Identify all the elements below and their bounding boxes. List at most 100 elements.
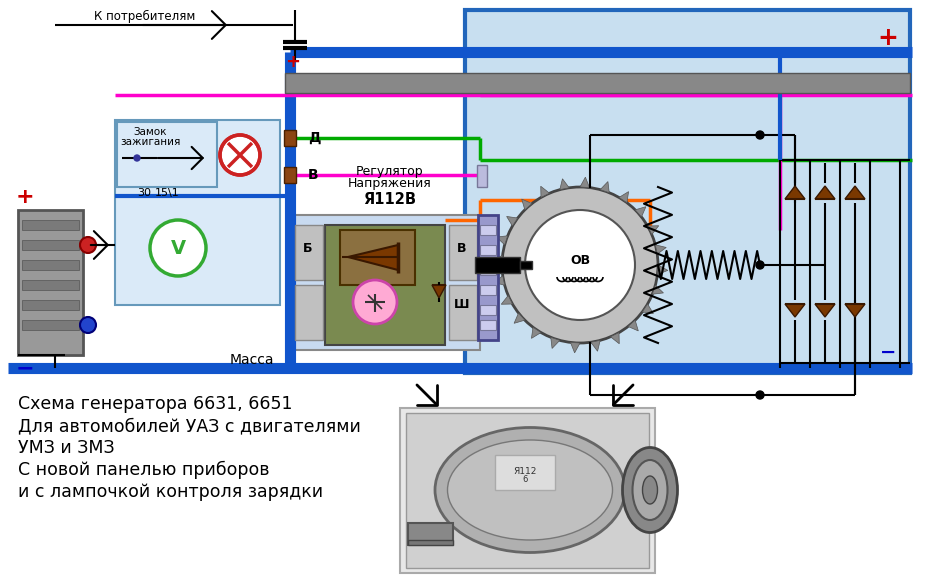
Bar (18, 210, 83, 355)
Bar (325, 225, 445, 345)
Text: Напряжения: Напряжения (348, 178, 432, 190)
Bar (478, 215, 498, 340)
Polygon shape (815, 186, 835, 199)
Polygon shape (648, 226, 659, 234)
Bar (408, 540, 453, 545)
Text: Для автомобилей УАЗ с двигателями: Для автомобилей УАЗ с двигателями (18, 417, 361, 435)
Text: +: + (16, 187, 34, 207)
Polygon shape (532, 328, 541, 338)
Text: Я112: Я112 (513, 468, 536, 476)
Polygon shape (522, 199, 532, 210)
Bar (480, 305, 496, 315)
Polygon shape (628, 320, 638, 331)
Bar (295, 215, 480, 350)
Polygon shape (550, 338, 560, 349)
Polygon shape (845, 304, 865, 317)
Circle shape (134, 155, 140, 161)
Circle shape (756, 391, 764, 399)
Text: 15\1: 15\1 (155, 188, 179, 198)
Polygon shape (815, 304, 835, 317)
Bar (480, 225, 496, 235)
Bar (22, 220, 79, 230)
Circle shape (353, 280, 397, 324)
Circle shape (150, 220, 206, 276)
Polygon shape (580, 177, 589, 188)
Polygon shape (432, 285, 446, 298)
Text: Я112В: Я112В (364, 192, 416, 207)
Text: −: − (880, 342, 896, 362)
Bar (115, 120, 280, 305)
Bar (475, 257, 520, 273)
Text: зажигания: зажигания (120, 137, 180, 147)
Text: 6: 6 (523, 475, 527, 485)
Bar (480, 320, 496, 330)
Bar (340, 230, 415, 285)
Text: Масса: Масса (230, 353, 275, 367)
Text: Д: Д (308, 131, 320, 145)
Bar (520, 261, 532, 269)
Text: Ш: Ш (454, 298, 470, 312)
Polygon shape (497, 236, 508, 245)
Polygon shape (591, 340, 600, 351)
Polygon shape (348, 245, 398, 270)
Bar (480, 285, 496, 295)
Circle shape (525, 210, 635, 320)
Text: Б: Б (303, 241, 313, 254)
Text: −: − (16, 358, 34, 378)
Bar (465, 10, 910, 373)
Text: ОВ: ОВ (570, 254, 590, 267)
Bar (22, 280, 79, 290)
Text: К потребителям: К потребителям (94, 9, 196, 22)
Text: V: V (170, 239, 186, 257)
Polygon shape (785, 186, 805, 199)
Polygon shape (785, 304, 805, 317)
Text: В: В (308, 168, 318, 182)
Bar (480, 245, 496, 255)
Bar (22, 240, 79, 250)
Polygon shape (494, 276, 505, 285)
Bar (406, 413, 649, 568)
Circle shape (502, 187, 658, 343)
Bar (477, 165, 487, 187)
Text: и с лампочкой контроля зарядки: и с лампочкой контроля зарядки (18, 483, 323, 501)
Ellipse shape (448, 440, 612, 540)
Polygon shape (658, 265, 668, 274)
Text: Регулятор: Регулятор (356, 165, 424, 179)
Polygon shape (845, 186, 865, 199)
Polygon shape (635, 207, 646, 217)
Text: Схема генератора 6631, 6651: Схема генератора 6631, 6651 (18, 395, 292, 413)
Polygon shape (507, 216, 518, 226)
Bar (400, 408, 655, 573)
Polygon shape (492, 255, 502, 265)
Bar (449, 225, 477, 280)
Polygon shape (619, 192, 629, 203)
Polygon shape (514, 313, 524, 323)
Ellipse shape (633, 460, 668, 520)
Polygon shape (655, 245, 666, 254)
Polygon shape (501, 295, 512, 304)
Circle shape (80, 237, 96, 253)
Bar (22, 300, 79, 310)
Bar (480, 265, 496, 275)
Text: С новой панелью приборов: С новой панелью приборов (18, 461, 269, 479)
Bar (285, 73, 910, 93)
Polygon shape (610, 332, 619, 344)
Circle shape (220, 135, 260, 175)
Text: УМЗ и ЗМЗ: УМЗ и ЗМЗ (18, 439, 115, 457)
Polygon shape (642, 304, 653, 314)
Text: 30: 30 (137, 188, 151, 198)
Ellipse shape (435, 428, 625, 553)
Text: +: + (286, 53, 301, 71)
Circle shape (756, 131, 764, 139)
Text: В: В (457, 241, 467, 254)
Bar (295, 225, 323, 280)
Bar (22, 260, 79, 270)
Polygon shape (600, 182, 610, 193)
Bar (295, 285, 323, 340)
Bar (284, 167, 296, 183)
Circle shape (80, 317, 96, 333)
Ellipse shape (643, 476, 658, 504)
Polygon shape (560, 179, 569, 190)
Bar (408, 523, 453, 545)
Text: +: + (878, 26, 898, 50)
